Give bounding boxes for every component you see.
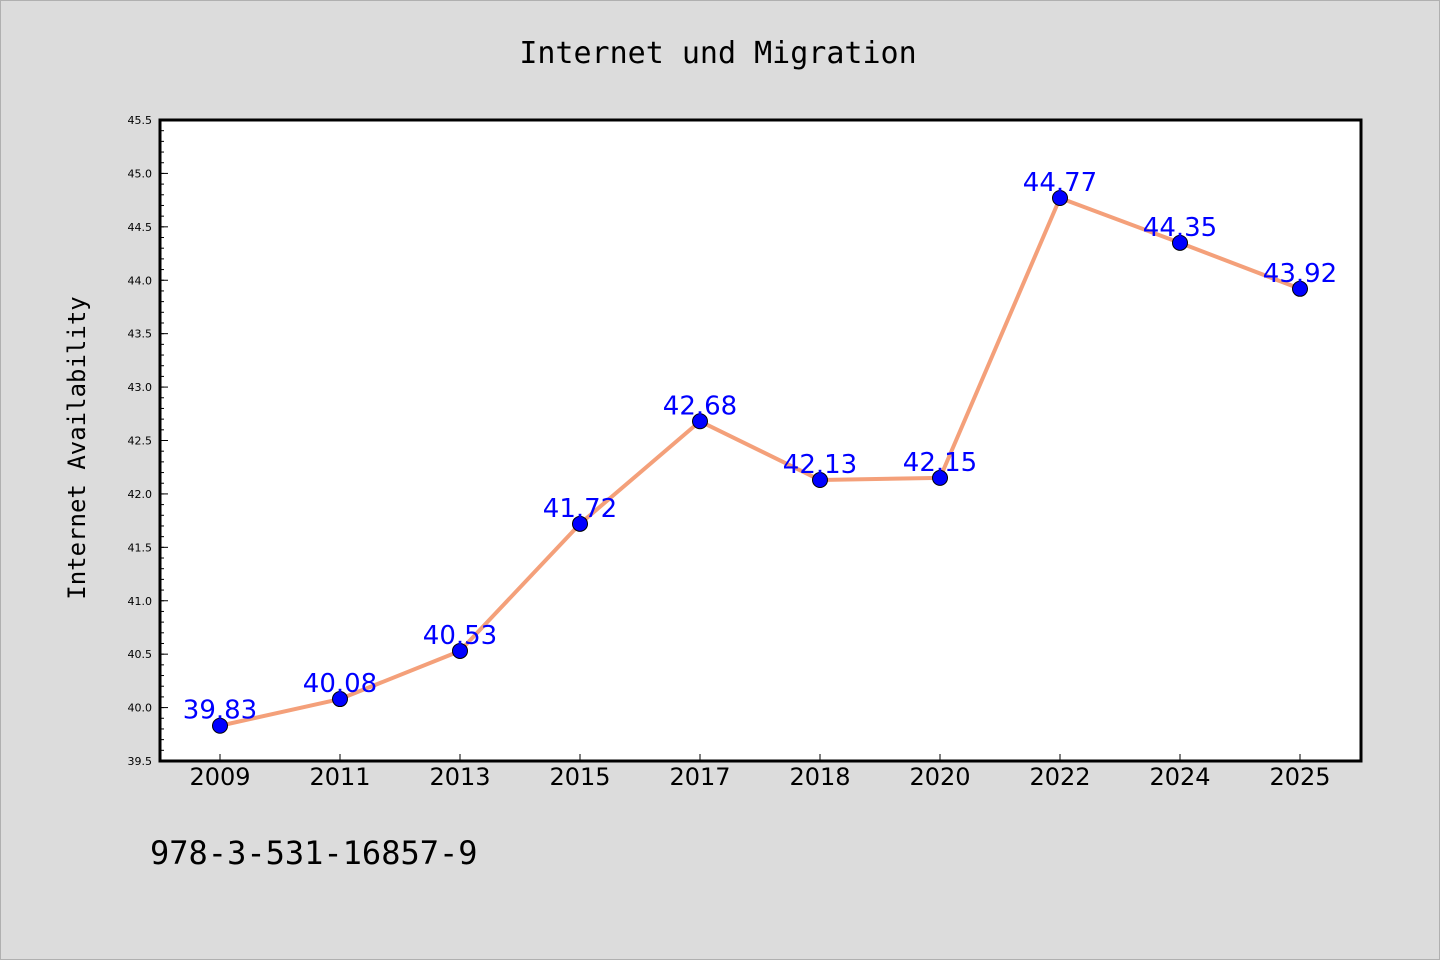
chart-title: Internet und Migration	[519, 36, 916, 71]
x-tick-label: 2015	[549, 763, 610, 791]
data-point	[332, 691, 348, 708]
data-label: 44.35	[1143, 213, 1217, 243]
data-point	[1172, 234, 1188, 251]
data-point	[812, 472, 828, 489]
data-point	[212, 717, 228, 734]
data-label: 43.92	[1263, 259, 1337, 289]
x-tick-label: 2024	[1149, 763, 1210, 791]
data-label: 41.72	[543, 494, 617, 524]
x-tick-label: 2018	[789, 763, 850, 791]
x-tick-label: 2013	[429, 763, 490, 791]
y-tick-label: 41.0	[128, 595, 153, 608]
data-labels-group: 39.83 40.08 40.53 41.72 42.68 42.13 42.15 44.77…	[183, 168, 1337, 726]
data-label: 40.08	[303, 669, 377, 699]
data-label: 40.53	[423, 621, 497, 651]
x-tick-label: 2025	[1269, 763, 1330, 791]
x-tick-label: 2022	[1029, 763, 1090, 791]
y-tick-label: 42.0	[128, 488, 153, 501]
data-point	[1292, 280, 1308, 297]
y-axis-label: Internet Availability	[63, 296, 91, 599]
y-tick-label: 44.0	[128, 274, 153, 287]
y-tick-label: 40.5	[128, 648, 153, 661]
data-point	[932, 469, 948, 486]
data-point	[572, 515, 588, 532]
x-tick-label: 2020	[909, 763, 970, 791]
x-tick-label: 2017	[669, 763, 730, 791]
series-line	[218, 195, 1302, 728]
data-label: 44.77	[1023, 168, 1097, 198]
series-group	[212, 189, 1308, 734]
isbn-text: 978-3-531-16857-9	[150, 834, 478, 872]
x-tick-label: 2009	[189, 763, 250, 791]
y-tick-label: 41.5	[128, 541, 153, 554]
data-label: 42.15	[903, 448, 977, 478]
x-tick-label: 2011	[309, 763, 370, 791]
plot-area	[158, 118, 1363, 763]
y-tick-label: 45.0	[128, 167, 153, 180]
y-tick-label: 43.0	[128, 381, 153, 394]
data-label: 42.13	[783, 450, 857, 480]
data-point	[452, 642, 468, 659]
y-tick-label: 43.5	[128, 328, 153, 341]
data-point	[1052, 189, 1068, 206]
y-tick-label: 44.5	[128, 221, 153, 234]
data-label: 39.83	[183, 696, 257, 726]
y-tick-label: 39.5	[128, 755, 153, 768]
y-tick-label: 45.5	[128, 114, 153, 127]
data-label: 42.68	[663, 391, 737, 421]
y-tick-label: 42.5	[128, 435, 153, 448]
data-point	[692, 413, 708, 430]
axis-ticks: 39.5 40.0 40.5 41.0 41.5 42.0 42.5 43.0 43.5 44.0…	[128, 114, 1331, 791]
y-tick-label: 40.0	[128, 702, 153, 715]
